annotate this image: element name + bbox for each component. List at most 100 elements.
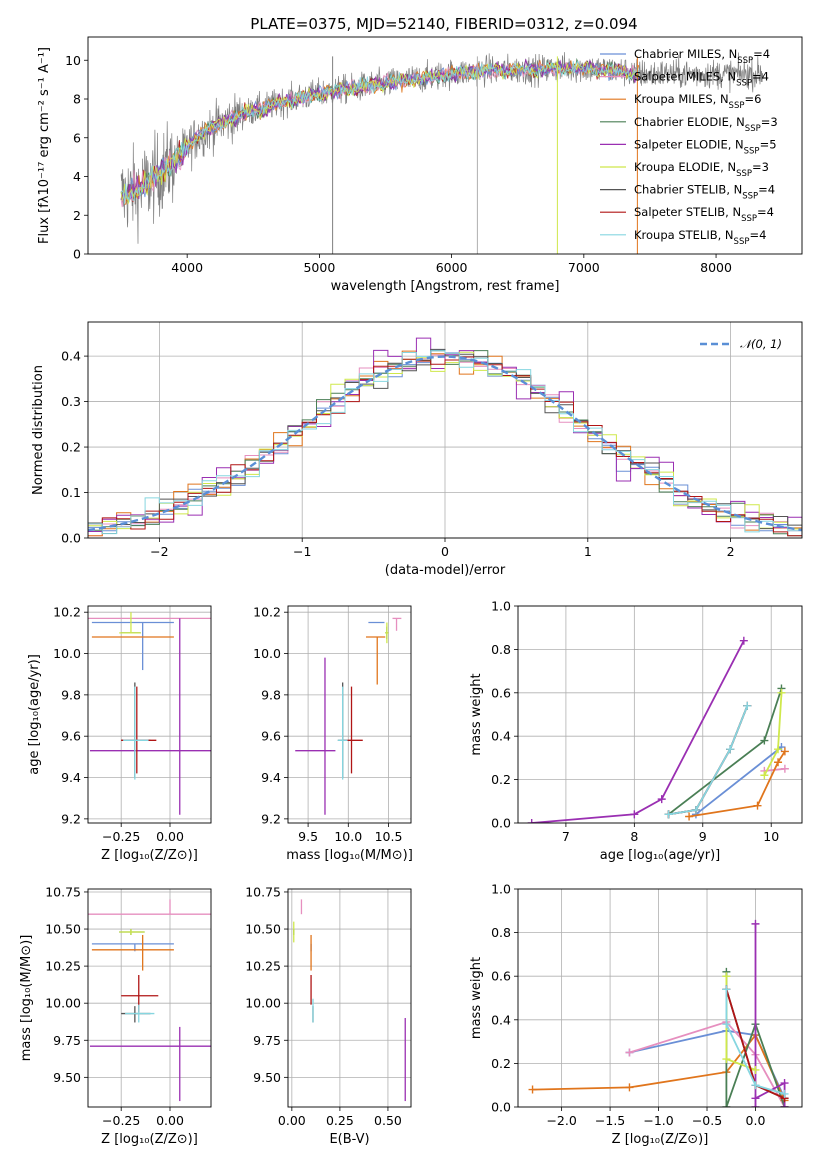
weight_vs_Z-marker-Salpeter_ELODIE (751, 919, 760, 928)
weight_vs_Z-ytick-label: 1.0 (491, 882, 511, 897)
weight_vs_age-marker-Kroupa_STELIB (664, 810, 673, 819)
legend-tail: =4 (749, 228, 766, 242)
spectrum-model-Kroupa_STELIB (120, 60, 640, 204)
legend-sub: SSP (736, 169, 752, 179)
legend-sub: SSP (737, 56, 753, 66)
weight_vs_age-line-Kroupa_STELIB (668, 705, 749, 816)
weight_vs_Z-marker-Salpeter_MILES (625, 1048, 634, 1057)
weight_vs_age-marker-Kroupa_STELIB (691, 805, 700, 814)
legend-tail: =3 (752, 160, 769, 174)
age_vs_mass-plot-area (295, 617, 402, 815)
residuals-xtick-label: 1 (584, 544, 592, 559)
weight_vs_Z-marker-Salpeter_ELODIE (780, 1079, 789, 1088)
age_vs_Z-ytick-label: 9.4 (61, 770, 81, 785)
mass_vs_Z-plot-area (88, 899, 211, 1102)
age_vs_Z-ytick-label: 9.8 (61, 687, 81, 702)
age_vs_Z-plot-area (88, 612, 211, 815)
weight_vs_age-line-Chabrier_MILES (695, 746, 783, 816)
weight_vs_age-frame (517, 605, 803, 824)
weight_vs_Z-marker-Salpeter_ELODIE (751, 1103, 760, 1107)
weight_vs_age-line-Salpeter_ELODIE (531, 640, 745, 823)
residuals-xtick-label: 2 (727, 544, 735, 559)
weight_vs_age-marker-Salpeter_ELODIE (630, 810, 639, 819)
spectrum-xtick-label: 5000 (303, 260, 335, 275)
weight_vs_Z-marker-Kroupa_STELIB (722, 1020, 731, 1029)
residuals-xtick-label: −2 (150, 544, 168, 559)
mass_vs_Z-ytick-label: 10.50 (45, 922, 81, 937)
age_vs_Z-xtick-label: −0.25 (102, 829, 140, 844)
weight_vs_age-xtick-label: 7 (562, 829, 570, 844)
spectrum-ylabel: Flux [fλ10⁻¹⁷ erg cm⁻² s⁻¹ A⁻¹] (37, 47, 52, 244)
weight_vs_age-xlabel: age [log₁₀(age/yr)] (600, 848, 721, 863)
spectrum-ytick-label: 10 (65, 53, 81, 68)
weight_vs_Z-marker-Kroupa_MILES (528, 1085, 537, 1094)
weight_vs_age-ytick-label: 1.0 (491, 599, 511, 614)
legend-tail: =4 (753, 47, 770, 61)
age_vs_mass-xtick-label: 10.0 (334, 829, 362, 844)
age_vs_Z-axes: −0.25 0.00 9.2 9.4 9.6 9.8 10.0 10.2 Z [log₁₀(Z/… (27, 605, 211, 863)
residuals-ytick-label: 0.0 (61, 531, 81, 546)
weight_vs_Z-ytick-label: 0.8 (491, 925, 511, 940)
weight_vs_age-ytick-label: 0.4 (491, 729, 511, 744)
age_vs_Z-ytick-label: 9.6 (61, 729, 81, 744)
residuals-frame (87, 321, 803, 539)
age_vs_mass-frame (287, 605, 412, 824)
mass_vs_EBV-xtick-label: 0.50 (374, 1113, 402, 1128)
weight_vs_age-marker-Kroupa_STELIB (743, 701, 752, 710)
weight_vs_age-marker-Chabrier_ELODIE (760, 736, 769, 745)
mass_vs_EBV-ytick-label: 10.75 (245, 884, 281, 899)
mass_vs_EBV-frame (287, 888, 412, 1108)
weight_vs_age-xtick-label: 9 (699, 829, 707, 844)
weight_vs_Z-plot-area (528, 919, 789, 1107)
weight_vs_age-xtick-label: 8 (630, 829, 638, 844)
legend-sub: SSP (736, 79, 752, 89)
residuals-hist-Salpeter_STELIB (88, 356, 802, 537)
age_vs_mass-xlabel: mass [log₁₀(M/M⊙)] (286, 848, 413, 863)
age_vs_Z-ytick-label: 10.2 (53, 605, 81, 620)
weight_vs_age-line-Kroupa_MILES (688, 750, 786, 818)
spectrum-ytick-label: 0 (73, 247, 81, 262)
age_vs_mass-axes: 9.5 10.0 10.5 9.2 9.4 9.6 9.8 10.0 10.2 mass [log… (253, 605, 413, 863)
residuals-xtick-label: −1 (293, 544, 311, 559)
residuals-xtick-label: 0 (441, 544, 449, 559)
age_vs_mass-xtick-label: 10.5 (375, 829, 403, 844)
legend-tail: =4 (758, 183, 775, 197)
weight_vs_age-marker-Kroupa_MILES (753, 801, 762, 810)
spectrum-model-Salpeter_ELODIE (120, 59, 639, 201)
mass_vs_Z-frame (87, 888, 212, 1108)
legend-sub: SSP (744, 146, 760, 156)
legend-sub: SSP (729, 101, 745, 111)
spectrum-ytick-label: 4 (73, 169, 81, 184)
weight_vs_Z-xtick-label: −0.5 (692, 1113, 722, 1128)
residuals-ylabel: Normed distribution (31, 365, 46, 495)
weight_vs_age-ytick-label: 0.8 (491, 642, 511, 657)
weight_vs_age-ylabel: mass weight (469, 673, 484, 755)
spectrum-axes: 4000 5000 6000 7000 8000 0 2 4 6 8 10 wavelength [A… (37, 47, 732, 294)
age_vs_mass-ytick-label: 9.8 (261, 687, 281, 702)
weight_vs_Z-marker-Kroupa_ELODIE (722, 972, 731, 981)
weight_vs_age-marker-Salpeter_ELODIE (657, 795, 666, 804)
mass_vs_Z-xtick-label: −0.25 (102, 1113, 140, 1128)
residuals-ytick-label: 0.2 (61, 440, 81, 455)
mass_vs_Z-xlabel: Z [log₁₀(Z/Z⊙)] (101, 1132, 198, 1147)
weight_vs_age-marker-Kroupa_ELODIE (760, 771, 769, 780)
mass_vs_EBV-ytick-label: 10.00 (245, 996, 281, 1011)
mass_vs_EBV-ytick-label: 9.75 (253, 1033, 281, 1048)
weight_vs_Z-marker-Kroupa_MILES (625, 1083, 634, 1092)
age_vs_Z-frame (87, 605, 212, 824)
mass_vs_EBV-xtick-label: 0.00 (278, 1113, 306, 1128)
weight_vs_age-ytick-label: 0.6 (491, 685, 511, 700)
weight_vs_Z-ytick-label: 0.0 (491, 1100, 511, 1115)
spectrum-ytick-label: 2 (73, 208, 81, 223)
spectrum-xlabel: wavelength [Angstrom, rest frame] (331, 279, 560, 294)
weight_vs_age-marker-Kroupa_ELODIE (777, 688, 786, 697)
legend-sub: SSP (734, 237, 750, 247)
weight_vs_Z-marker-Kroupa_ELODIE (751, 1065, 760, 1074)
weight_vs_Z-xtick-label: 0.0 (746, 1113, 766, 1128)
age_vs_Z-ylabel: age [log₁₀(age/yr)] (27, 654, 42, 775)
residuals-hist-Kroupa_STELIB (88, 350, 802, 535)
mass_vs_Z-ytick-label: 10.25 (45, 959, 81, 974)
mass_vs_EBV-ytick-label: 10.50 (245, 922, 281, 937)
residuals-gauss-curve (88, 355, 802, 532)
mass_vs_Z-ytick-label: 10.00 (45, 996, 81, 1011)
